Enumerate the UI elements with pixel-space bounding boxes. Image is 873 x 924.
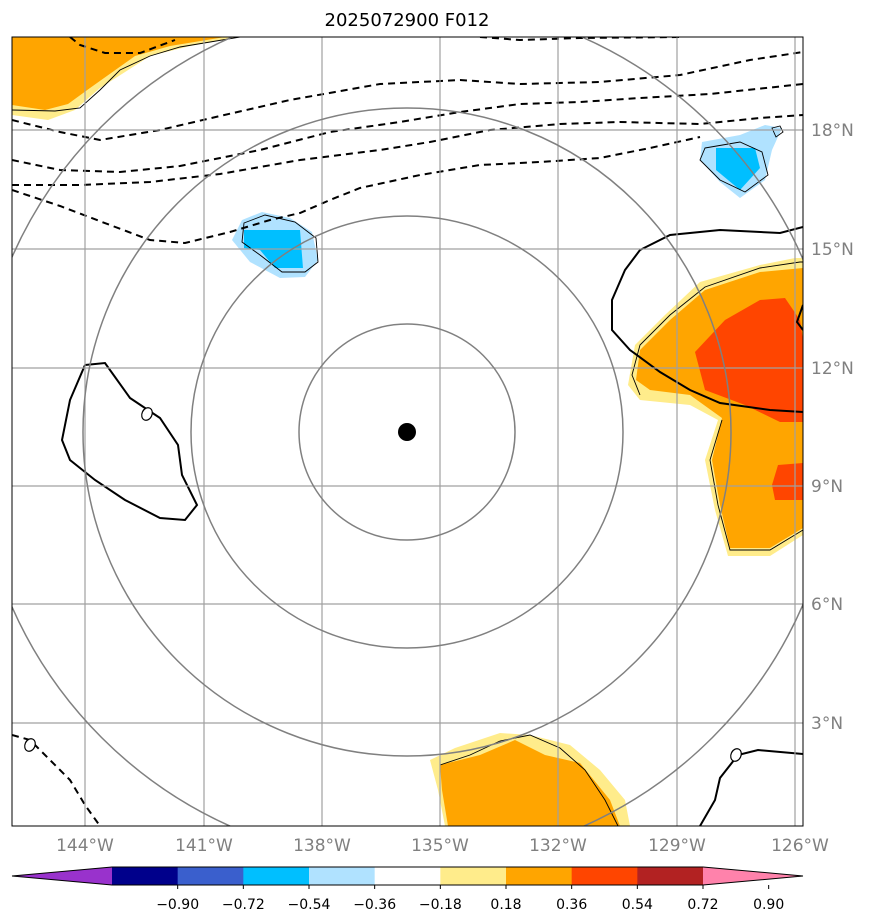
colorbar-tick-label: 0.18 [490,897,521,913]
lat-label: 12°N [811,359,854,379]
graticule [12,37,803,826]
colorbar-outline [11,866,804,886]
contour-zero-marker-southwest [24,738,36,752]
contour-zero-marker-west [141,407,153,421]
colorbar-tick-label: 0.36 [556,897,587,913]
colorbar-tick-label: −0.72 [222,897,265,913]
colorbar-segment [309,867,376,885]
lon-label: 135°W [411,836,469,856]
colorbar-segment [112,867,179,885]
lat-label: 18°N [811,121,854,141]
colorbar-segment [440,867,507,885]
lon-label: 129°W [648,836,706,856]
lon-label: 138°W [293,836,351,856]
colorbar-segment [571,867,638,885]
colorbar-tick-label: 0.72 [687,897,718,913]
positive-anomaly-south [430,733,630,826]
storm-center-marker [398,423,416,441]
colorbar-tick-label: −0.18 [419,897,462,913]
colorbar-tick-label: −0.36 [353,897,396,913]
colorbar-tick-label: −0.90 [156,897,199,913]
colorbar-tick-label: 0.54 [622,897,653,913]
solid-contours [60,226,803,826]
lat-label: 15°N [811,240,854,260]
lon-label: 141°W [175,836,233,856]
contour-zero-marker-east [730,748,742,762]
map-panel [12,37,803,826]
longitude-labels: 144°W 141°W 138°W 135°W 132°W 129°W 126°… [56,836,829,856]
range-rings [12,37,803,826]
lon-label: 132°W [529,836,587,856]
map-frame [11,36,804,827]
lat-label: 3°N [811,714,843,734]
colorbar-segment [637,867,704,885]
lon-label: 144°W [56,836,114,856]
colorbar-segment [374,867,441,885]
range-ring-3 [82,107,732,757]
colorbar-extend-high [703,867,803,885]
lon-label: 126°W [771,836,829,856]
colorbar-tick-label: −0.54 [288,897,331,913]
colorbar-extend-low [12,867,112,885]
range-ring-2 [190,215,624,649]
lat-label: 9°N [811,477,843,497]
colorbar-segment [243,867,310,885]
colorbar-tick-label: 0.90 [753,897,784,913]
thin-contours [12,37,803,826]
latitude-labels: 18°N 15°N 12°N 9°N 6°N 3°N [811,121,854,734]
colorbar-segment [177,867,244,885]
map-title: 2025072900 F012 [325,10,490,31]
positive-anomaly-top-left [12,37,240,120]
colorbar-segment [506,867,573,885]
range-ring-1 [298,323,516,541]
lat-label: 6°N [811,595,843,615]
positive-anomaly-east [628,258,803,556]
colorbar: −0.90 −0.72 −0.54 −0.36 −0.18 0.18 0.36 0.54 0.7… [11,866,804,913]
